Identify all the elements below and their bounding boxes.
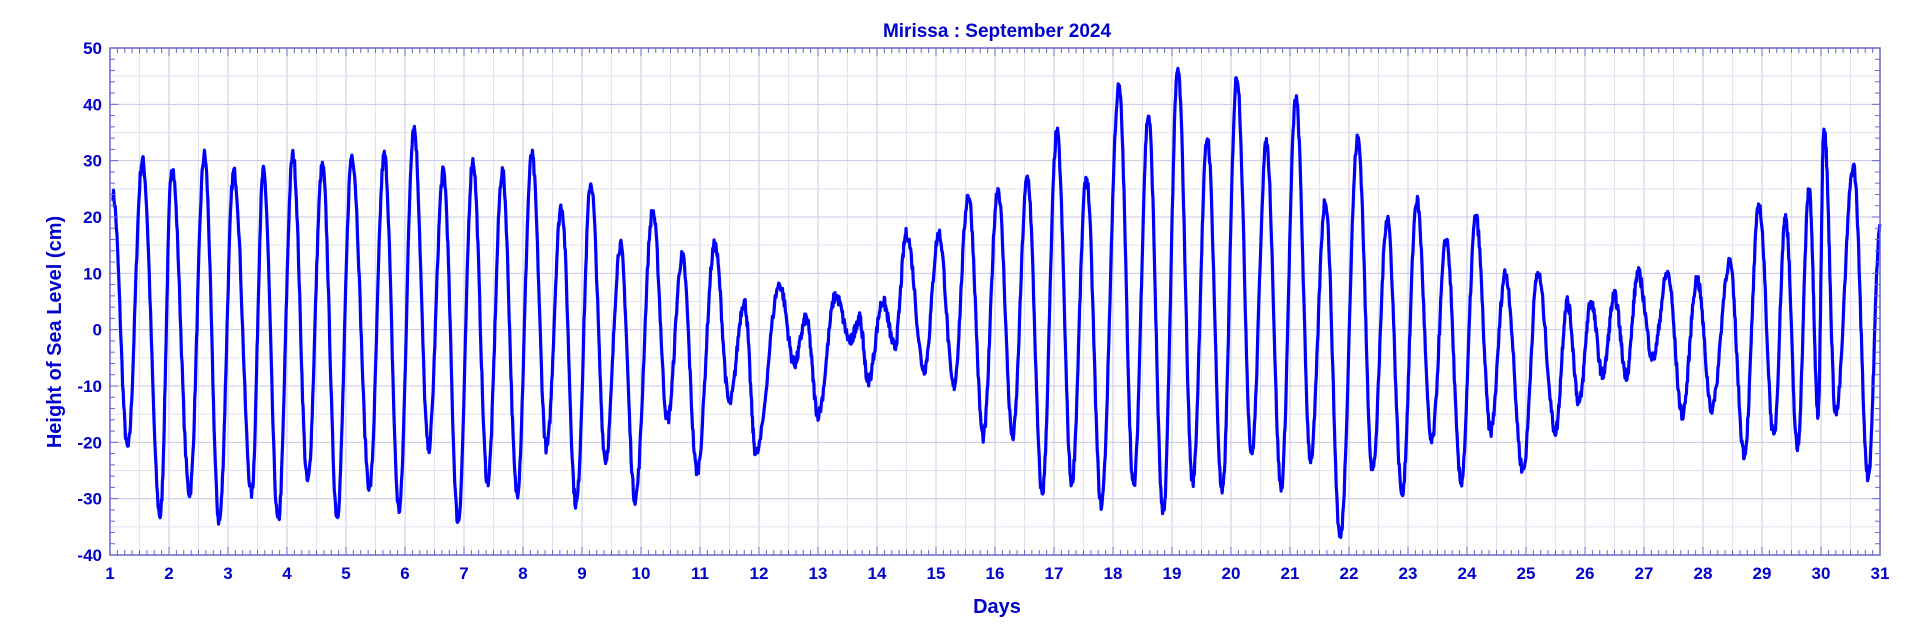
x-tick-label: 14 xyxy=(868,564,887,583)
tick-layer xyxy=(109,47,1881,556)
label-layer: 1 2 3 4 5 6 7 8 9 10 11 12 13 14 15 16 17 18 19 20 21 22 23 24 2… xyxy=(77,39,1889,583)
x-tick-label: 8 xyxy=(518,564,527,583)
x-tick-label: 20 xyxy=(1222,564,1241,583)
x-tick-label: 3 xyxy=(223,564,232,583)
x-tick-label: 5 xyxy=(341,564,350,583)
x-tick-label: 21 xyxy=(1281,564,1300,583)
y-tick-label: -30 xyxy=(77,490,102,509)
sea-level-line xyxy=(111,66,1882,539)
x-tick-label: 15 xyxy=(927,564,946,583)
grid-layer xyxy=(109,47,1881,556)
y-axis-label: Height of Sea Level (cm) xyxy=(44,216,66,448)
y-tick-label: 0 xyxy=(93,321,102,340)
x-tick-label: 25 xyxy=(1517,564,1536,583)
x-tick-label: 9 xyxy=(577,564,586,583)
x-tick-label: 6 xyxy=(400,564,409,583)
x-tick-label: 10 xyxy=(632,564,651,583)
x-tick-label: 23 xyxy=(1399,564,1418,583)
y-tick-label: 30 xyxy=(83,152,102,171)
x-tick-label: 17 xyxy=(1045,564,1064,583)
y-tick-label: 40 xyxy=(83,95,102,114)
x-tick-label: 4 xyxy=(282,564,292,583)
x-tick-label: 16 xyxy=(986,564,1005,583)
x-tick-label: 7 xyxy=(459,564,468,583)
y-tick-label: -40 xyxy=(77,546,102,565)
x-tick-label: 28 xyxy=(1694,564,1713,583)
x-axis-label: Days xyxy=(973,596,1021,618)
y-tick-label: -10 xyxy=(77,377,102,396)
y-tick-label: 50 xyxy=(83,39,102,58)
x-tick-label: 29 xyxy=(1753,564,1772,583)
x-tick-label: 27 xyxy=(1635,564,1654,583)
x-tick-label: 26 xyxy=(1576,564,1595,583)
x-tick-label: 22 xyxy=(1340,564,1359,583)
x-tick-label: 19 xyxy=(1163,564,1182,583)
x-tick-label: 11 xyxy=(691,564,709,583)
series-layer xyxy=(111,66,1882,539)
y-tick-label: -20 xyxy=(77,433,102,452)
y-tick-label: 10 xyxy=(83,264,102,283)
x-tick-label: 12 xyxy=(750,564,769,583)
x-tick-label: 1 xyxy=(105,564,114,583)
y-tick-label: 20 xyxy=(83,208,102,227)
x-tick-label: 31 xyxy=(1871,564,1890,583)
x-tick-label: 2 xyxy=(164,564,173,583)
x-tick-label: 24 xyxy=(1458,564,1477,583)
x-tick-label: 30 xyxy=(1812,564,1831,583)
chart-title: Mirissa : September 2024 xyxy=(883,21,1112,42)
x-tick-label: 13 xyxy=(809,564,828,583)
x-tick-label: 18 xyxy=(1104,564,1123,583)
